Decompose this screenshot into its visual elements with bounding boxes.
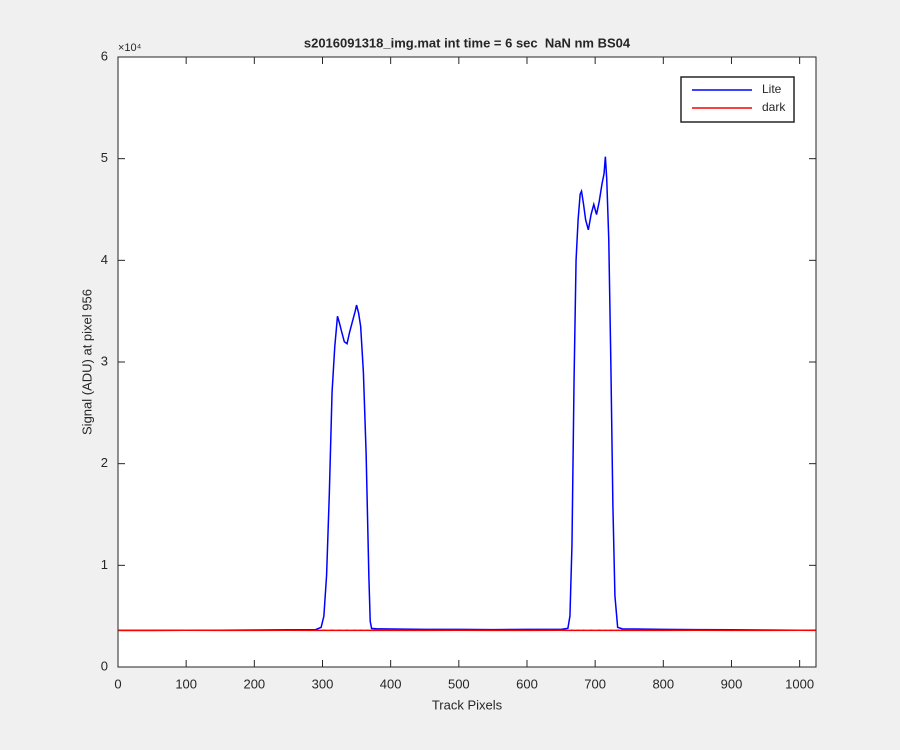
- y-tick-label: 6: [101, 48, 108, 63]
- x-tick-label: 300: [312, 676, 334, 691]
- axes-frame: [117, 56, 817, 668]
- x-tick-label: 200: [243, 676, 265, 691]
- x-tick-label: 700: [584, 676, 606, 691]
- y-tick-label: 5: [101, 150, 108, 165]
- x-tick-label: 100: [175, 676, 197, 691]
- y-tick-label: 0: [101, 658, 108, 673]
- x-tick-label: 800: [652, 676, 674, 691]
- y-tick-label: 1: [101, 557, 108, 572]
- x-tick-label: 900: [721, 676, 743, 691]
- legend-box: [680, 76, 795, 123]
- legend-label: dark: [762, 100, 786, 114]
- x-tick-label: 500: [448, 676, 470, 691]
- series-line: [118, 156, 816, 632]
- legend-label: Lite: [762, 82, 782, 96]
- y-axis-label: Signal (ADU) at pixel 956: [79, 289, 94, 435]
- x-tick-label: 400: [380, 676, 402, 691]
- x-tick-label: 1000: [785, 676, 814, 691]
- y-multiplier: ×10⁴: [118, 42, 142, 54]
- y-tick-label: 4: [101, 252, 108, 267]
- x-tick-label: 0: [114, 676, 121, 691]
- x-axis-label: Track Pixels: [432, 697, 503, 712]
- y-tick-label: 2: [101, 455, 108, 470]
- plot-area: [118, 57, 816, 667]
- chart-title: s2016091318_img.mat int time = 6 sec NaN…: [304, 35, 631, 50]
- x-tick-label: 600: [516, 676, 538, 691]
- y-tick-label: 3: [101, 353, 108, 368]
